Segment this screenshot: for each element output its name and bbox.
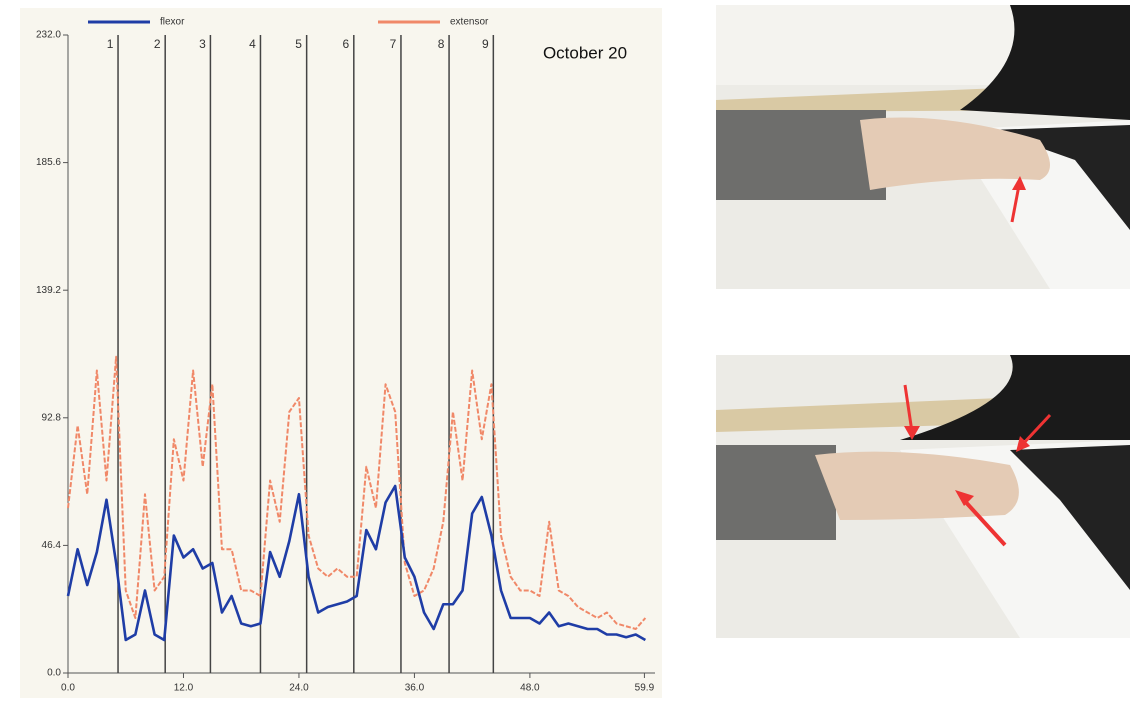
y-tick-label: 46.4 (42, 540, 62, 551)
event-label: 1 (107, 37, 114, 51)
event-label: 8 (438, 37, 445, 51)
figure: October 20 0.0 46.4 92.8 139.2 185.6 232.0 0.0… (0, 0, 1143, 705)
photo-top (716, 5, 1130, 289)
event-label: 2 (154, 37, 161, 51)
annotation: October 20 (543, 43, 627, 62)
legend-label: extensor (450, 17, 489, 28)
event-label: 7 (390, 37, 397, 51)
y-tick-label: 92.8 (42, 412, 62, 423)
x-tick-label: 36.0 (405, 683, 425, 694)
x-tick-label: 48.0 (520, 683, 540, 694)
y-tick-label: 139.2 (36, 285, 61, 296)
event-label: 4 (249, 37, 256, 51)
y-tick-label: 0.0 (47, 668, 61, 679)
photo-bottom (716, 355, 1130, 638)
legend-label: flexor (160, 17, 185, 28)
x-tick-label: 0.0 (61, 683, 75, 694)
event-label: 6 (342, 37, 349, 51)
event-label: 9 (482, 37, 489, 51)
x-tick-label: 24.0 (289, 683, 309, 694)
x-tick-label: 59.9 (635, 683, 655, 694)
event-label: 3 (199, 37, 206, 51)
y-tick-label: 185.6 (36, 157, 61, 168)
y-tick-label: 232.0 (36, 30, 61, 41)
x-tick-label: 12.0 (174, 683, 194, 694)
event-label: 5 (295, 37, 302, 51)
